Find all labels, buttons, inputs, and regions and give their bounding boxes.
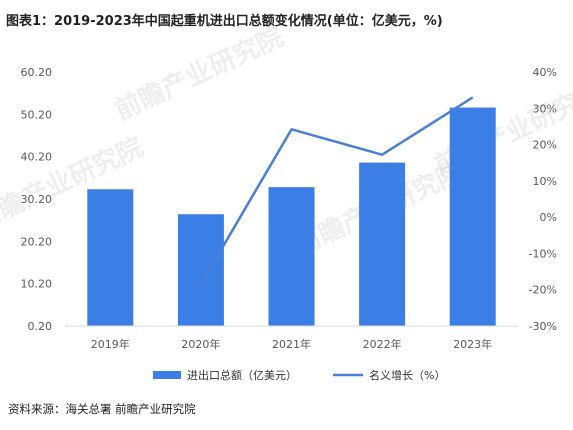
bar (359, 162, 406, 326)
source-note: 资料来源：海关总署 前瞻产业研究院 (8, 402, 196, 416)
bar (449, 107, 496, 326)
y-left-tick-label: 40.20 (21, 151, 53, 164)
y-left-tick-label: 10.20 (21, 278, 53, 291)
y-left-tick-label: 50.20 (21, 108, 53, 121)
y-right-tick-label: 30% (533, 102, 557, 115)
y-left-tick-label: 30.20 (21, 193, 53, 206)
y-left-tick-label: 20.20 (21, 235, 53, 248)
y-right-tick-label: 20% (533, 139, 557, 152)
legend: 进出口总额（亿美元） 名义增长（%） (153, 368, 445, 382)
bar (87, 189, 134, 326)
chart-title: 图表1：2019-2023年中国起重机进出口总额变化情况(单位：亿美元，%) (6, 14, 443, 29)
y-right-tick-label: 10% (533, 175, 557, 188)
chart: 前瞻产业研究院前瞻产业研究院前瞻产业研究院前瞻产业研究院 0.2010.2020… (0, 21, 573, 382)
y-right-tick-label: -30% (529, 320, 557, 333)
x-category-label: 2020年 (181, 337, 220, 351)
legend-line-label: 名义增长（%） (369, 368, 445, 382)
bar (268, 187, 315, 326)
x-category-label: 2023年 (453, 337, 492, 351)
x-axis-labels: 2019年 2020年 2021年 2022年 2023年 (91, 337, 492, 351)
legend-bar-label: 进出口总额（亿美元） (187, 368, 297, 382)
y-right-tick-label: -20% (529, 284, 557, 297)
y-right-tick-label: -10% (529, 247, 557, 260)
y-right-tick-label: 0% (540, 211, 557, 224)
line-series (199, 96, 474, 285)
y-left-tick-label: 60.20 (21, 66, 53, 79)
legend-bar-swatch (153, 371, 181, 379)
y-axis-left-ticks: 0.20 10.20 20.20 30.20 40.20 50.20 60.20 (21, 66, 53, 333)
bar (177, 214, 224, 326)
y-axis-right-ticks: -30% -20% -10% 0% 10% 20% 30% 40% (529, 66, 557, 333)
y-left-tick-label: 0.20 (28, 320, 53, 333)
x-category-label: 2022年 (363, 337, 402, 351)
growth-line (199, 96, 474, 285)
watermark-text: 前瞻产业研究院 (110, 21, 288, 126)
y-right-tick-label: 40% (533, 66, 557, 79)
x-category-label: 2021年 (272, 337, 311, 351)
bar-series (87, 107, 496, 326)
x-category-label: 2019年 (91, 337, 130, 351)
